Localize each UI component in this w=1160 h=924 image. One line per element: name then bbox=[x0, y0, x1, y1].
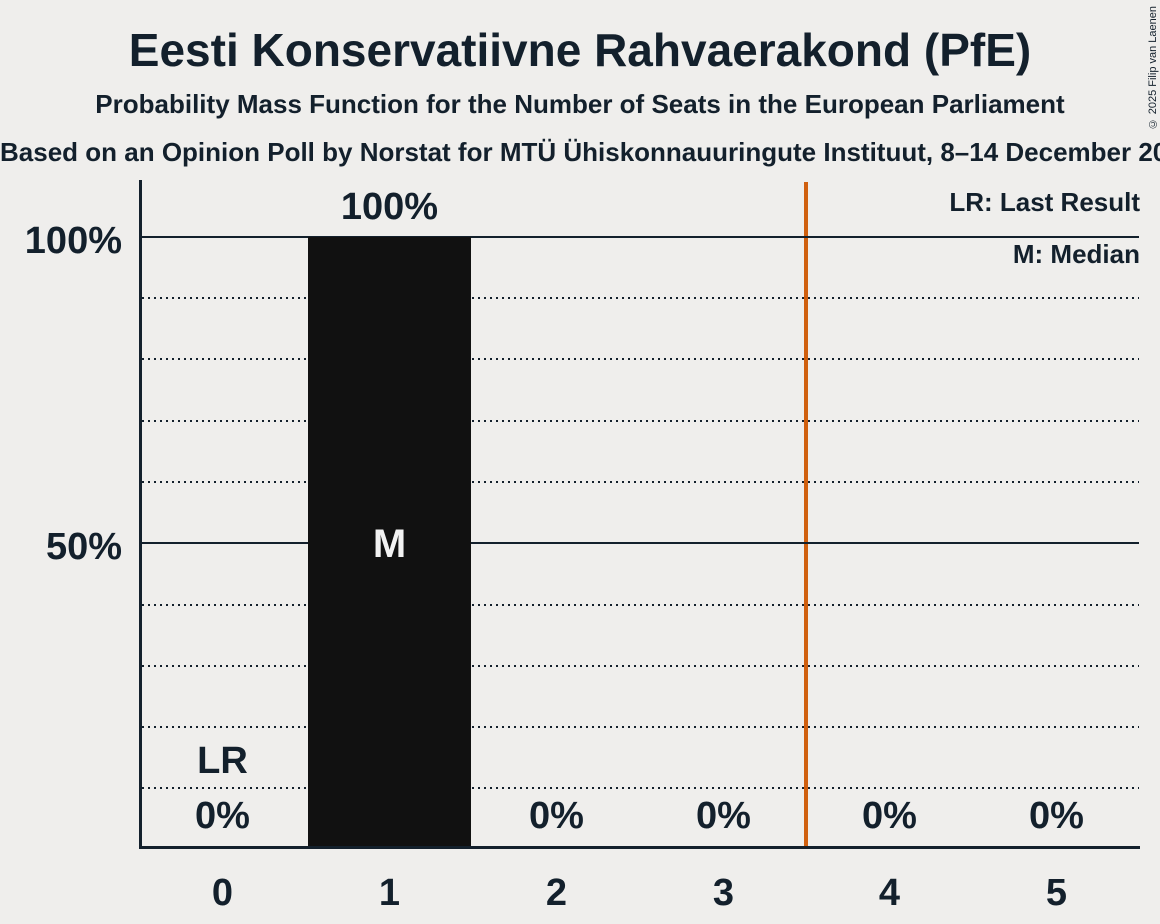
value-label-seat-4: 0% bbox=[862, 795, 917, 837]
gridline-70pct bbox=[142, 420, 1139, 422]
bar-seat-1 bbox=[308, 237, 471, 846]
chart-subtitle: Probability Mass Function for the Number… bbox=[95, 89, 1065, 119]
gridline-30pct bbox=[142, 665, 1139, 667]
chart-source-line: Based on an Opinion Poll by Norstat for … bbox=[0, 137, 1160, 167]
x-tick-5: 5 bbox=[1045, 872, 1068, 914]
last-result-marker: LR bbox=[197, 740, 248, 782]
copyright-notice: © 2025 Filip van Laenen bbox=[1147, 6, 1159, 130]
value-label-seat-2: 0% bbox=[529, 795, 584, 837]
gridline-50pct bbox=[142, 542, 1139, 544]
value-label-seat-5: 0% bbox=[1029, 795, 1084, 837]
y-axis-label-50: 50% bbox=[45, 526, 122, 568]
value-label-seat-1: 100% bbox=[340, 186, 439, 228]
gridline-60pct bbox=[142, 481, 1139, 483]
gridline-100pct bbox=[142, 236, 1139, 238]
x-tick-2: 2 bbox=[545, 872, 568, 914]
legend-last-result: LR: Last Result bbox=[949, 187, 1140, 217]
gridline-80pct bbox=[142, 358, 1139, 360]
y-axis-label-100: 100% bbox=[24, 220, 122, 262]
value-label-seat-3: 0% bbox=[696, 795, 751, 837]
gridline-40pct bbox=[142, 604, 1139, 606]
legend-median: M: Median bbox=[1012, 239, 1140, 269]
value-label-seat-0: 0% bbox=[195, 795, 250, 837]
x-tick-3: 3 bbox=[712, 872, 735, 914]
x-tick-0: 0 bbox=[211, 872, 234, 914]
median-marker: M bbox=[372, 522, 407, 566]
x-tick-4: 4 bbox=[878, 872, 901, 914]
majority-threshold-line bbox=[804, 182, 808, 846]
page-title: Eesti Konservatiivne Rahvaerakond (PfE) bbox=[128, 24, 1032, 76]
x-axis bbox=[139, 846, 1140, 849]
gridline-10pct bbox=[142, 787, 1139, 789]
gridline-20pct bbox=[142, 726, 1139, 728]
gridline-90pct bbox=[142, 297, 1139, 299]
y-axis bbox=[139, 180, 142, 849]
x-tick-1: 1 bbox=[378, 872, 401, 914]
